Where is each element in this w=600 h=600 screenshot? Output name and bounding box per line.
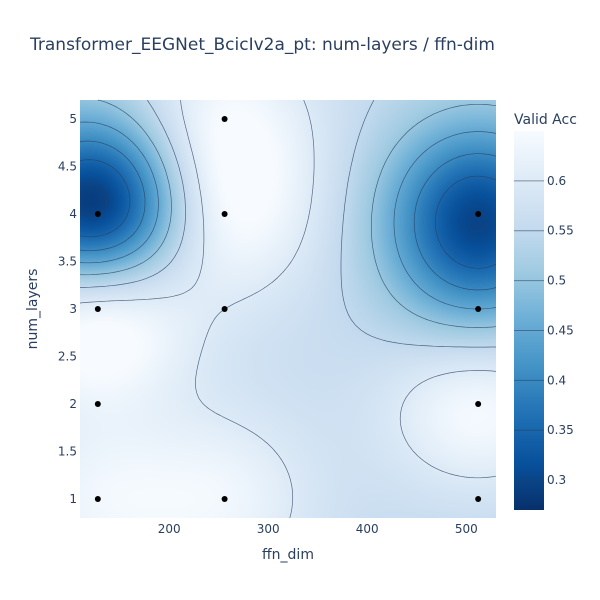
trial-point[interactable] [221,306,228,312]
trial-point[interactable] [221,496,228,502]
x-tick-label: 400 [356,522,379,536]
chart-title: Transformer_EEGNet_BcicIv2a_pt: num-laye… [29,35,495,55]
colorbar-tick-label: 0.55 [547,224,574,238]
contour-line [79,121,497,310]
x-tick-label: 200 [158,522,181,536]
y-tick-label: 3 [69,302,77,316]
trial-point[interactable] [475,401,482,407]
colorbar: Valid Acc 0.3 0.35 0.4 0.45 0.5 0.55 0.6 [514,112,577,510]
y-tick-label: 2 [69,397,77,411]
trial-point[interactable] [221,211,228,217]
x-axis-title: ffn_dim [262,547,314,563]
y-axis-title: num_layers [25,269,41,350]
contour-heatmap [80,100,496,518]
trial-point[interactable] [94,401,101,407]
contour-line [79,99,496,348]
y-tick-label: 4 [69,207,77,221]
trial-point[interactable] [221,116,228,122]
trial-point[interactable] [94,306,101,312]
contour-line [79,99,497,328]
x-axis-ticks: 200 300 400 500 [158,522,478,536]
y-tick-label: 2.5 [58,350,77,364]
contour-line [79,159,497,269]
trial-point[interactable] [475,211,482,217]
colorbar-ticks: 0.3 0.35 0.4 0.45 0.5 0.55 0.6 [514,174,574,487]
y-tick-label: 1 [69,492,77,506]
colorbar-gradient [514,131,544,510]
colorbar-title: Valid Acc [514,112,577,128]
y-tick-label: 5 [69,112,77,126]
y-tick-label: 1.5 [58,445,77,459]
contour-line [79,99,497,519]
colorbar-tick-label: 0.3 [547,473,566,487]
y-axis-ticks: 1 1.5 2 2.5 3 3.5 4 4.5 5 [58,112,77,506]
trial-points [94,116,482,502]
trial-point[interactable] [94,211,101,217]
trial-point[interactable] [94,496,101,502]
contour-lines [79,99,497,519]
colorbar-tick-label: 0.35 [547,423,574,437]
trial-point[interactable] [475,496,482,502]
colorbar-tick-label: 0.6 [547,174,566,188]
colorbar-tick-label: 0.45 [547,323,574,337]
colorbar-tick-label: 0.5 [547,274,566,288]
colorbar-tick-label: 0.4 [547,373,566,387]
plot-area[interactable] [79,99,497,519]
contour-line [79,140,497,291]
y-tick-label: 3.5 [58,255,77,269]
y-tick-label: 4.5 [58,160,77,174]
trial-point[interactable] [475,306,482,312]
x-tick-label: 500 [455,522,478,536]
x-tick-label: 300 [257,522,280,536]
